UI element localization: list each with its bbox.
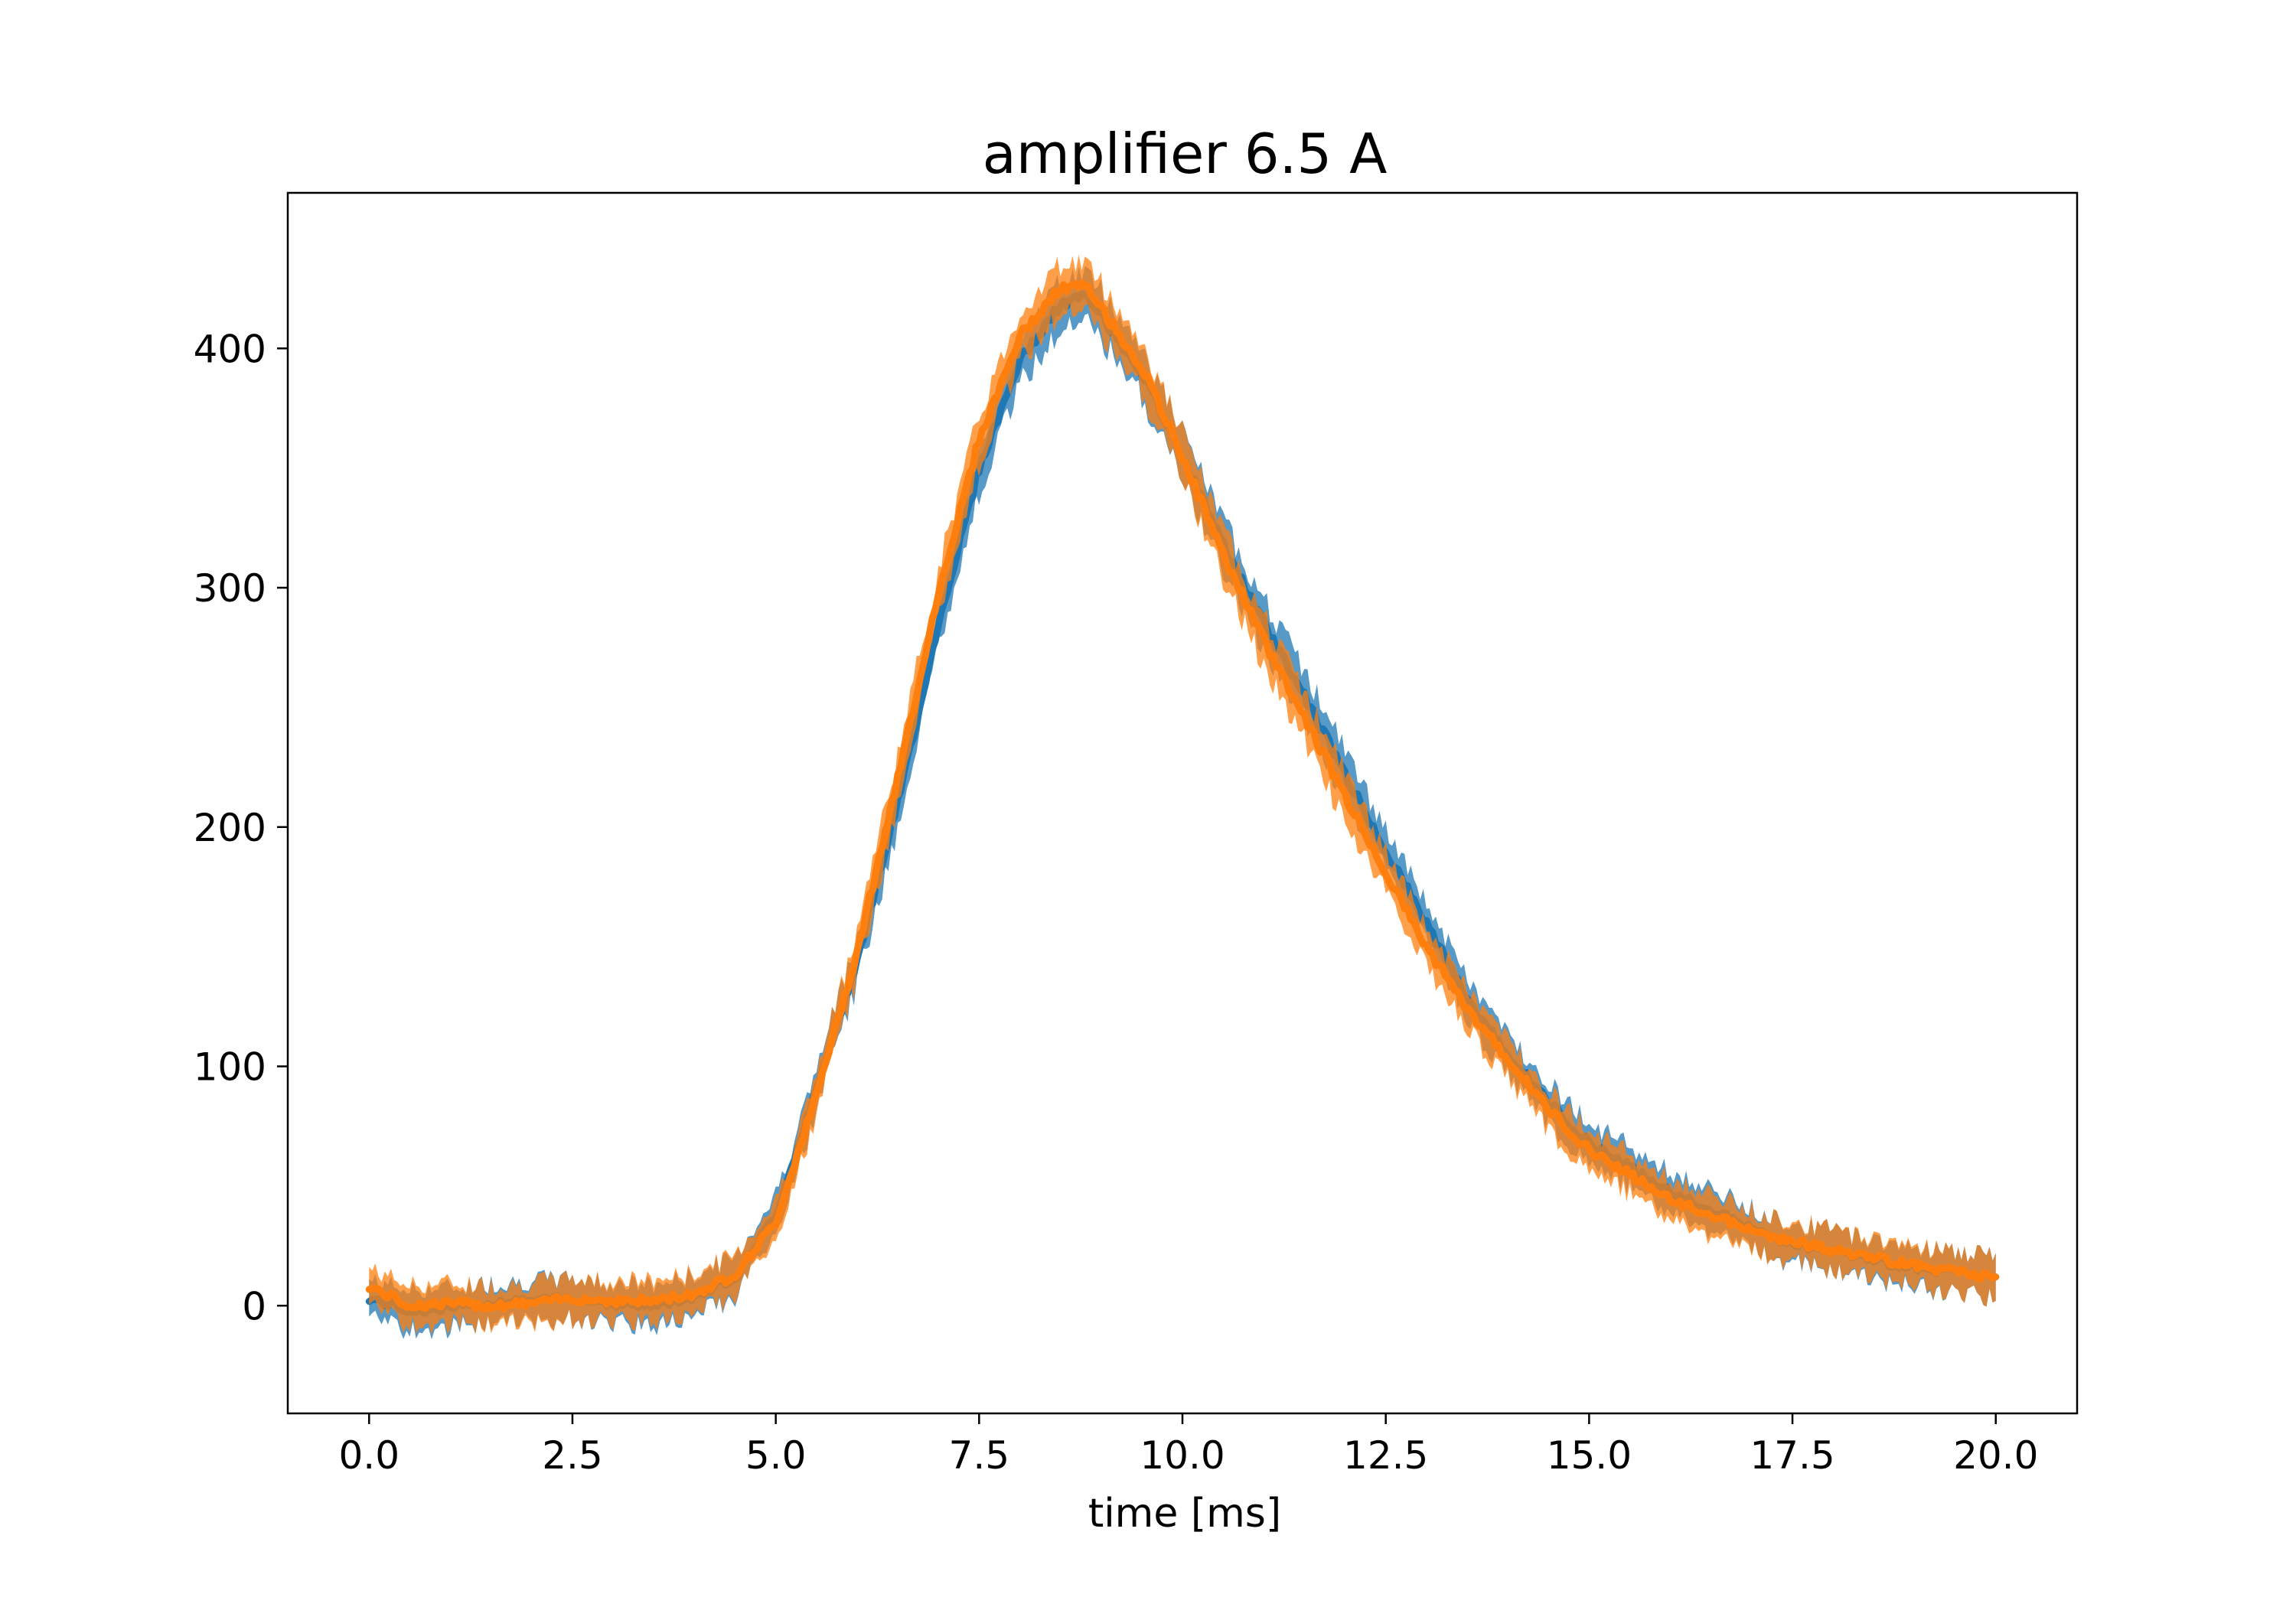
x-tick-label: 10.0	[1140, 1433, 1225, 1478]
x-tick-label: 17.5	[1750, 1433, 1835, 1478]
x-axis-label: time [ms]	[1088, 1491, 1281, 1537]
x-axis: 0.0 2.5 5.0 7.5 10.0 12.5 15.0 17.5 20.0	[339, 1413, 2038, 1478]
x-tick-label: 5.0	[745, 1433, 807, 1478]
x-tick-label: 7.5	[949, 1433, 1010, 1478]
y-tick-label: 100	[194, 1045, 266, 1090]
x-tick-label: 20.0	[1953, 1433, 2038, 1478]
series-layer	[365, 254, 2000, 1340]
x-tick-label: 2.5	[542, 1433, 603, 1478]
y-tick-label: 300	[194, 566, 266, 611]
series-1-band	[369, 254, 1996, 1335]
y-tick-label: 0	[242, 1284, 266, 1328]
series-1-line	[365, 279, 2000, 1313]
y-tick-label: 400	[194, 327, 266, 371]
chart-title: amplifier 6.5 A	[983, 122, 1388, 186]
y-axis: 0 100 200 300 400	[194, 327, 288, 1328]
x-tick-label: 15.0	[1547, 1433, 1632, 1478]
x-tick-label: 12.5	[1343, 1433, 1428, 1478]
x-tick-label: 0.0	[339, 1433, 400, 1478]
y-tick-label: 200	[194, 806, 266, 850]
